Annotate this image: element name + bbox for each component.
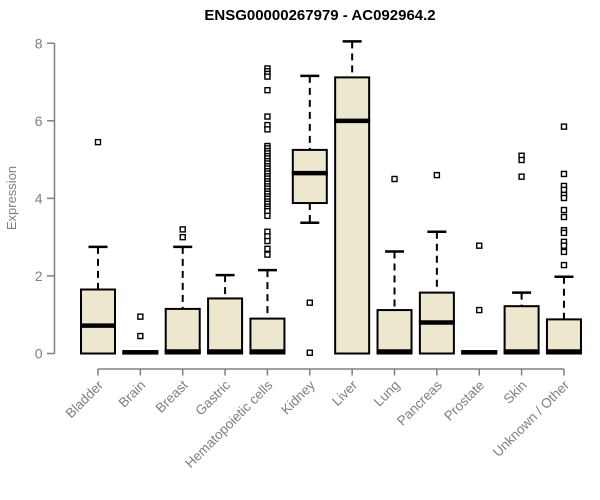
iqr-box [545, 318, 582, 355]
outlier-point [560, 261, 568, 269]
iqr-box [164, 307, 201, 355]
outlier-point [560, 123, 568, 130]
outlier-point [137, 332, 144, 340]
y-tick-label: 6 [35, 113, 43, 129]
iqr-box [207, 297, 244, 355]
iqr-box [503, 305, 540, 355]
x-tick-label-brain: Brain [116, 378, 149, 411]
x-tick-label-prostate: Prostate [441, 378, 487, 424]
outlier-point [306, 349, 313, 356]
outlier-point [560, 170, 568, 178]
chart-title: ENSG00000267979 - AC092964.2 [204, 7, 436, 24]
x-tick-label-skin: Skin [501, 378, 530, 407]
outlier-point [264, 251, 271, 258]
box-kidney [291, 74, 328, 356]
box-lung [376, 175, 413, 355]
box-hematopoietic-cells [249, 65, 286, 355]
y-tick-label: 0 [35, 346, 43, 362]
iqr-box [291, 148, 328, 205]
outlier-point [264, 113, 271, 120]
outlier-point [518, 156, 525, 164]
x-tick-label-liver: Liver [329, 377, 361, 409]
iqr-box [249, 317, 286, 355]
outlier-point [560, 229, 568, 237]
y-tick-label: 4 [35, 190, 43, 206]
outlier-point [264, 126, 271, 133]
outlier-point [560, 194, 568, 202]
outlier-point [391, 175, 398, 183]
x-tick-label-unknown-other: Unknown / Other [490, 377, 573, 460]
outlier-point [94, 138, 102, 146]
box-prostate [461, 242, 498, 355]
box-bladder [80, 138, 116, 355]
outlier-point [560, 206, 568, 214]
outlier-point [264, 86, 271, 94]
x-tick-label-gastric: Gastric [192, 377, 233, 418]
outlier-point [137, 313, 144, 320]
box-breast [164, 226, 201, 355]
box-gastric [207, 273, 244, 355]
outlier-point [264, 237, 271, 245]
outlier-point [560, 213, 568, 221]
outlier-point [264, 73, 271, 80]
box-brain [122, 313, 159, 355]
outlier-point [433, 171, 441, 179]
y-axis-label: Expression [4, 166, 19, 230]
box-pancreas [418, 171, 455, 355]
x-tick-label-bladder: Bladder [63, 377, 107, 421]
outlier-point [518, 173, 525, 180]
outlier-point [476, 306, 483, 314]
iqr-box [376, 309, 413, 355]
outlier-point [306, 299, 313, 306]
outlier-point [179, 226, 186, 233]
box-unknown-other [545, 123, 582, 355]
x-tick-label-kidney: Kidney [278, 377, 318, 417]
iqr-box [80, 288, 116, 355]
outlier-point [560, 248, 568, 256]
box-liver [334, 40, 371, 355]
outlier-point [264, 245, 271, 252]
outlier-point [476, 242, 483, 249]
outlier-point [179, 233, 186, 241]
box-skin [503, 152, 540, 355]
outlier-point [560, 242, 568, 249]
y-tick-label: 8 [35, 35, 43, 51]
x-tick-label-lung: Lung [371, 378, 403, 410]
outlier-point [264, 212, 271, 220]
x-tick-label-breast: Breast [153, 377, 191, 415]
outlier-point [560, 186, 568, 194]
y-tick-label: 2 [35, 268, 43, 284]
iqr-box [334, 76, 371, 355]
x-tick-label-pancreas: Pancreas [394, 377, 445, 428]
